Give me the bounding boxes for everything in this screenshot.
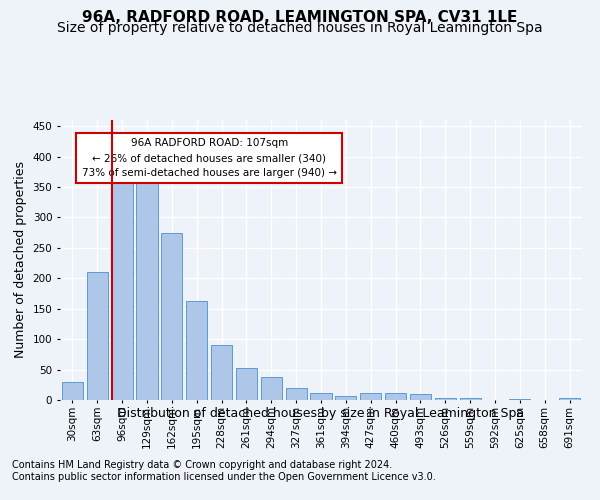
Bar — [136, 170, 158, 400]
Bar — [460, 398, 481, 400]
Text: Contains public sector information licensed under the Open Government Licence v3: Contains public sector information licen… — [12, 472, 436, 482]
Bar — [186, 301, 207, 400]
Bar — [112, 170, 133, 400]
Bar — [435, 398, 456, 400]
Bar — [161, 232, 182, 400]
Text: 96A RADFORD ROAD: 107sqm
← 26% of detached houses are smaller (340)
73% of semi-: 96A RADFORD ROAD: 107sqm ← 26% of detach… — [82, 138, 337, 178]
Text: Distribution of detached houses by size in Royal Leamington Spa: Distribution of detached houses by size … — [118, 408, 524, 420]
Bar — [385, 394, 406, 400]
Bar — [236, 368, 257, 400]
Text: Size of property relative to detached houses in Royal Leamington Spa: Size of property relative to detached ho… — [57, 21, 543, 35]
Bar — [286, 388, 307, 400]
Text: 96A, RADFORD ROAD, LEAMINGTON SPA, CV31 1LE: 96A, RADFORD ROAD, LEAMINGTON SPA, CV31 … — [82, 10, 518, 25]
Bar — [335, 396, 356, 400]
Text: Contains HM Land Registry data © Crown copyright and database right 2024.: Contains HM Land Registry data © Crown c… — [12, 460, 392, 470]
Bar — [87, 272, 108, 400]
Bar — [211, 345, 232, 400]
Bar — [410, 394, 431, 400]
Bar — [261, 377, 282, 400]
Y-axis label: Number of detached properties: Number of detached properties — [14, 162, 27, 358]
Bar — [310, 392, 332, 400]
Bar — [62, 382, 83, 400]
Bar — [360, 394, 381, 400]
Bar — [559, 398, 580, 400]
